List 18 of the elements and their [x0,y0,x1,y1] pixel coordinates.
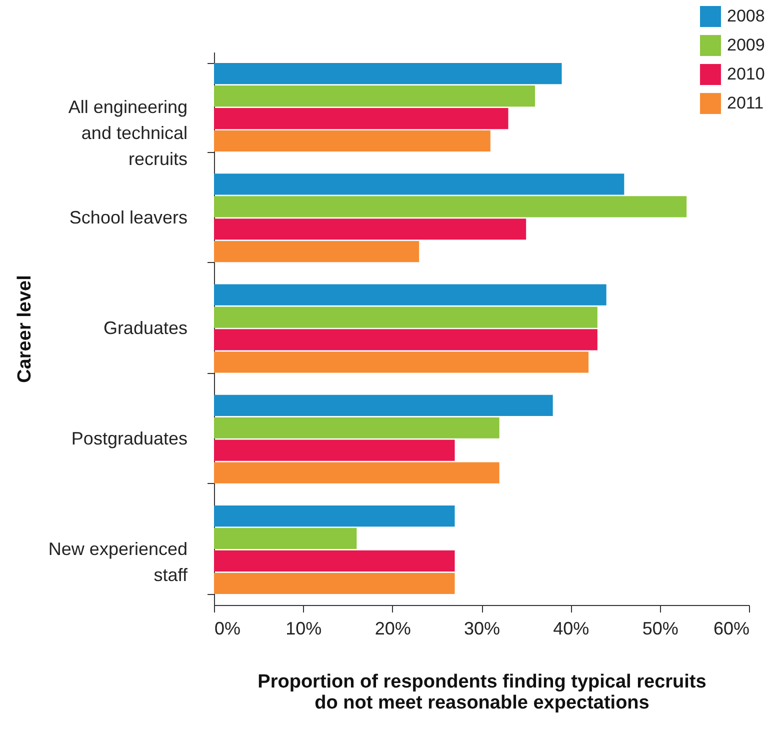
y-tick-label: Postgraduates [71,428,188,449]
x-tick-label: 0% [214,618,241,638]
y-tick-label: New experienced staff [48,539,188,586]
x-axis-title: Proportion of respondents finding typical recruits do not meet reasonable expectations [258,672,706,714]
x-tick-label: 10% [286,618,322,638]
y-tick-label: Graduates [103,318,188,338]
legend-label: 2008 [727,6,765,26]
x-tick-label: 60% [713,618,750,638]
legend-label: 2010 [727,64,765,84]
x-tick-label: 30% [464,618,500,638]
legend-label: 2009 [727,36,765,54]
y-tick-label: School leavers [69,207,188,228]
x-tick-label: 50% [642,618,678,638]
x-tick-label: 20% [374,618,411,638]
y-tick-label: All engineering and technical recruits [68,96,188,169]
x-tick-label: 40% [553,618,590,638]
y-axis-title: Career level [14,275,36,383]
legend-label: 2011 [727,94,764,112]
